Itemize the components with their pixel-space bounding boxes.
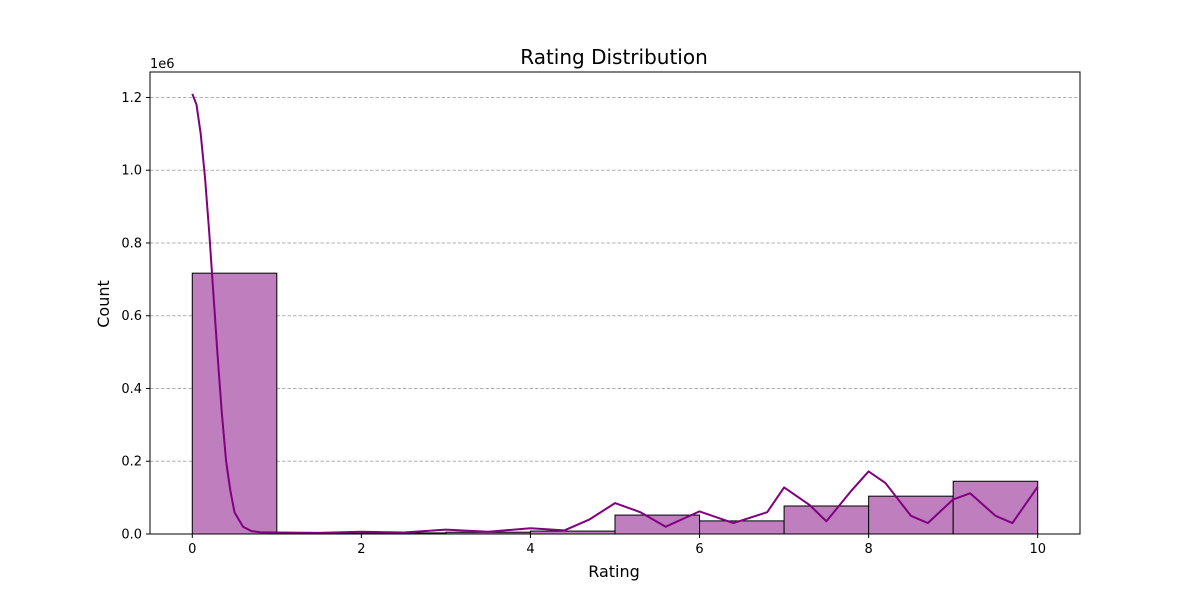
x-tick-label: 8 xyxy=(864,542,872,557)
y-axis-ticks: 0.0 0.2 0.4 0.6 0.8 1.0 1.2 xyxy=(121,91,150,543)
y-tick-label: 0.8 xyxy=(121,236,142,251)
y-tick-label: 1.0 xyxy=(121,164,142,179)
x-tick-label: 0 xyxy=(188,542,196,557)
histogram-bar xyxy=(699,520,785,535)
y-tick-label: 0.2 xyxy=(121,455,142,470)
histogram-bar xyxy=(191,272,278,535)
x-tick-label: 6 xyxy=(695,542,703,557)
kde-curve-group xyxy=(191,93,1039,534)
x-axis-label: Rating xyxy=(588,562,640,581)
y-tick-label: 0.0 xyxy=(121,528,142,543)
kde-curve xyxy=(191,93,1039,534)
y-axis-label: Count xyxy=(94,280,113,328)
y-tick-label: 1.2 xyxy=(121,91,142,106)
grid-lines xyxy=(150,96,1080,462)
chart-title: Rating Distribution xyxy=(520,45,708,69)
plot-frame xyxy=(149,71,1081,535)
y-tick-label: 0.6 xyxy=(121,309,142,324)
x-axis-ticks: 0 2 4 6 8 10 xyxy=(188,534,1046,557)
x-tick-label: 2 xyxy=(357,542,365,557)
y-tick-label: 0.4 xyxy=(121,382,142,397)
histogram-bar xyxy=(952,480,1039,535)
x-tick-label: 10 xyxy=(1029,542,1046,557)
x-tick-label: 4 xyxy=(526,542,534,557)
y-offset-label: 1e6 xyxy=(150,57,175,72)
